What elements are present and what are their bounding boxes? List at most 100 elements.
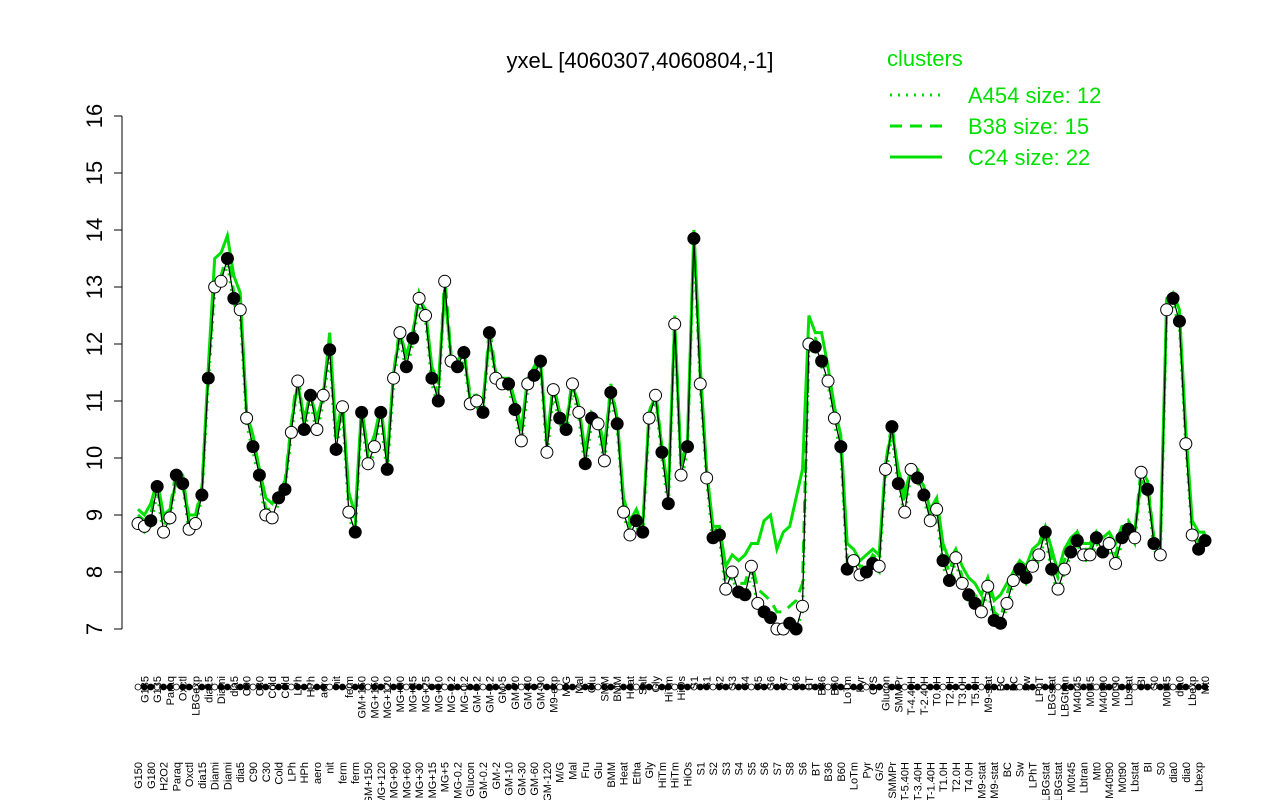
data-point	[565, 377, 579, 391]
data-point	[374, 405, 388, 419]
data-point	[502, 377, 516, 391]
data-point	[891, 477, 905, 491]
x-tick-label: HiTm	[657, 762, 669, 788]
data-point	[936, 554, 950, 568]
data-point	[508, 403, 522, 417]
x-tick-label: LPhT	[1034, 676, 1046, 703]
data-point	[1109, 556, 1123, 570]
data-point	[412, 291, 426, 305]
y-tick-label: 11	[82, 390, 107, 413]
data-point	[700, 471, 714, 485]
data-point	[572, 405, 586, 419]
x-tick-label: T-4.40H	[906, 676, 918, 715]
x-tick-label: HiOs	[682, 762, 694, 787]
x-tick-label: MG+45	[408, 676, 420, 712]
data-point	[617, 505, 631, 519]
data-point	[1115, 531, 1129, 545]
data-point	[476, 405, 490, 419]
data-point	[406, 331, 420, 345]
data-point	[1102, 537, 1116, 550]
x-tick-label: T-2.40H	[919, 676, 931, 715]
x-tick-label: G/S	[868, 676, 880, 695]
x-tick-label: Gly	[644, 762, 656, 779]
x-tick-label: S1	[695, 762, 707, 775]
x-tick-label: T0.0H	[932, 676, 944, 706]
data-point	[719, 582, 733, 596]
data-point	[546, 383, 560, 397]
data-point	[898, 505, 912, 519]
x-tick-label: GM-2	[491, 762, 503, 790]
data-point	[879, 462, 893, 476]
x-tick-label: MG+60	[401, 762, 413, 798]
x-tick-label: dia5	[229, 676, 241, 697]
y-tick-label: 14	[82, 218, 107, 242]
x-tick-label: M0t90	[1117, 762, 1129, 793]
x-tick-label: S3	[721, 762, 733, 775]
x-tick-label: GM-30	[516, 762, 528, 796]
x-tick-label: BC	[1002, 762, 1014, 777]
data-point	[655, 445, 669, 459]
x-tick-label: G180	[146, 762, 158, 789]
x-tick-label: Diami	[210, 762, 222, 790]
x-tick-label: Etha	[631, 761, 643, 785]
x-tick-label: LoTm	[842, 676, 854, 704]
data-point	[693, 377, 707, 391]
x-tick-label: T-5.40H	[900, 762, 912, 800]
data-point	[310, 423, 324, 436]
data-point	[297, 423, 311, 436]
x-tick-label: M40t90	[1104, 762, 1116, 799]
x-tick-label: T1.0H	[938, 762, 950, 792]
x-tick-label: MG-0.2	[452, 762, 464, 799]
x-tick-label: dia5	[235, 762, 247, 783]
y-tick-label: 7	[82, 623, 107, 635]
x-tick-label: LPhT	[1027, 762, 1039, 789]
x-tick-label: Mt0	[1200, 676, 1212, 694]
data-point	[955, 576, 969, 590]
data-point	[636, 525, 650, 539]
x-tick-label: G/S	[874, 762, 886, 781]
data-point	[949, 551, 963, 565]
data-point	[1025, 559, 1039, 573]
x-tick-label: Oxctl	[178, 676, 190, 701]
x-tick-label: GM-10	[504, 762, 516, 796]
data-point	[278, 482, 292, 496]
data-point	[201, 371, 215, 385]
data-point	[968, 596, 982, 610]
data-point	[284, 425, 298, 439]
data-point	[265, 511, 279, 525]
data-point	[687, 232, 701, 246]
data-point	[1045, 562, 1059, 576]
data-point	[323, 343, 337, 357]
data-point	[981, 579, 995, 593]
data-point	[457, 346, 471, 360]
data-point	[380, 462, 394, 476]
x-tick-label: G150	[133, 762, 145, 789]
data-point	[1000, 596, 1014, 610]
x-tick-label: S4	[734, 762, 746, 775]
data-point	[604, 385, 618, 399]
y-tick-label: 12	[82, 332, 107, 356]
data-point	[1013, 562, 1027, 576]
x-tick-label: Lbtran	[1079, 762, 1091, 793]
x-tick-label: dia0	[1181, 762, 1193, 783]
data-point	[597, 454, 611, 468]
data-point	[610, 417, 624, 431]
x-tick-label: MG+150	[369, 676, 381, 719]
x-tick-label: BT	[810, 762, 822, 776]
x-tick-label: B60	[829, 676, 841, 696]
data-point	[348, 525, 362, 539]
x-tick-label: HiTm	[663, 676, 675, 702]
data-point	[521, 377, 535, 391]
data-point	[1185, 528, 1199, 542]
x-tick-label: MG+25	[421, 676, 433, 712]
x-tick-label: M9-exp	[548, 676, 560, 713]
data-point	[744, 559, 758, 573]
x-tick-label: B36	[823, 762, 835, 782]
data-point	[316, 388, 330, 402]
data-point	[1083, 548, 1097, 562]
data-point	[930, 502, 944, 516]
data-point	[680, 440, 694, 454]
data-point	[540, 445, 554, 459]
x-tick	[1201, 683, 1209, 691]
